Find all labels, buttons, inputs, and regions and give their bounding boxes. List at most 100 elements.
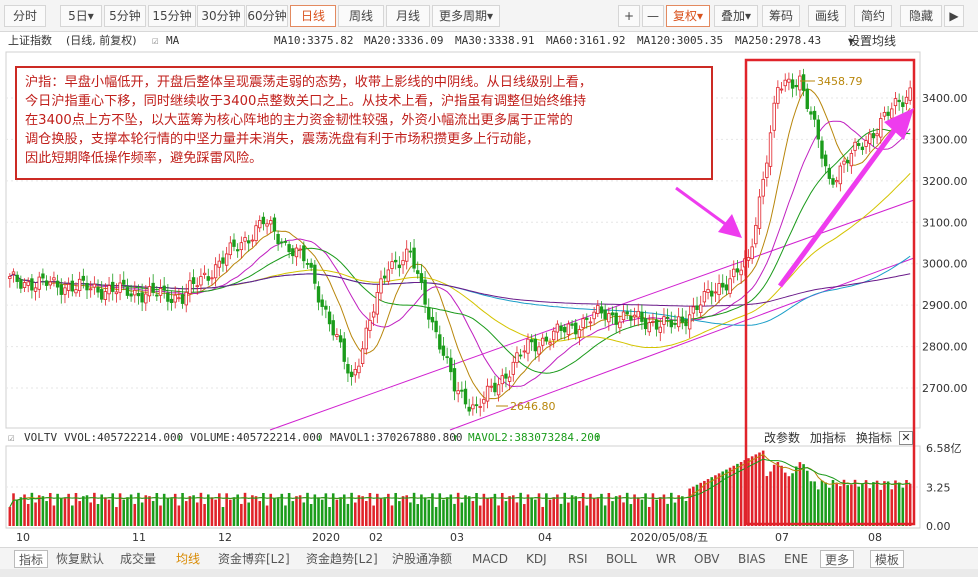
- candle-body: [842, 160, 846, 165]
- volume-bar: [427, 499, 431, 526]
- volume-bar: [662, 494, 666, 526]
- volume-bar: [846, 485, 849, 526]
- candle-body: [687, 314, 692, 330]
- hide-button[interactable]: 隐藏: [900, 5, 942, 27]
- price-axis-label: 2700.00: [922, 382, 968, 395]
- indicator-tab[interactable]: 指标: [14, 550, 49, 568]
- indicator-tab[interactable]: OBV: [694, 552, 720, 566]
- period-tab-monthly[interactable]: 月线: [386, 5, 430, 27]
- volume-bar: [247, 502, 250, 526]
- horizontal-scrollbar[interactable]: [0, 569, 978, 577]
- period-tab-intraday[interactable]: 分时: [4, 5, 46, 27]
- chips-button[interactable]: 筹码: [762, 5, 800, 27]
- indicator-tab[interactable]: 成交量: [120, 552, 157, 566]
- ma-legend-line: 上证指数 (日线, 前复权) ☑ MA MA10:3375.82 MA20:33…: [0, 32, 978, 50]
- trend-arrow-head: [884, 108, 914, 140]
- candle-body: [269, 220, 273, 225]
- candle-body: [401, 260, 405, 266]
- indicator-tab[interactable]: 资金趋势[L2]: [306, 552, 378, 566]
- hide-toggle-icon[interactable]: ▶: [944, 5, 964, 27]
- indicator-tab[interactable]: 沪股通净额: [392, 552, 453, 566]
- period-tab-more[interactable]: 更多周期▾: [432, 5, 500, 27]
- dropdown-icon: ▾: [87, 9, 94, 23]
- close-icon[interactable]: ✕: [899, 431, 913, 445]
- candle-body: [603, 309, 607, 320]
- volume-bar: [541, 506, 544, 526]
- volume-settings-icon[interactable]: ☑: [8, 431, 15, 444]
- ma-settings-dropdown[interactable]: 设置均线 ▾: [848, 34, 897, 48]
- indicator-tab[interactable]: MACD: [472, 552, 508, 566]
- volume-bar: [658, 497, 662, 526]
- candle-body: [228, 242, 233, 256]
- low-price-label: 2646.80: [510, 400, 556, 413]
- candle-body: [890, 108, 894, 119]
- volume-bar: [861, 483, 864, 526]
- candle-body: [335, 334, 339, 337]
- volume-bar: [144, 495, 148, 526]
- period-tab-30min[interactable]: 30分钟: [197, 5, 245, 27]
- zoom-out-button[interactable]: —: [642, 5, 664, 27]
- indicator-tab[interactable]: RSI: [568, 552, 588, 566]
- period-tab-weekly[interactable]: 周线: [338, 5, 384, 27]
- volume-bar: [750, 456, 754, 526]
- volume-bar: [280, 493, 284, 526]
- candle-body: [614, 312, 618, 325]
- indicator-tab[interactable]: BOLL: [606, 552, 637, 566]
- volume-bar: [552, 497, 555, 526]
- candle-body: [122, 279, 126, 285]
- indicator-tab[interactable]: 均线: [176, 552, 201, 566]
- candle-body: [195, 285, 199, 288]
- volume-bar: [883, 481, 886, 526]
- candle-body: [882, 112, 887, 117]
- volume-bar: [482, 493, 486, 526]
- candle-body: [412, 247, 416, 269]
- volume-bar: [331, 493, 335, 526]
- edit-params-button[interactable]: 改参数: [764, 431, 801, 445]
- indicator-tab[interactable]: KDJ: [526, 552, 547, 566]
- volume-bar: [192, 495, 195, 526]
- volume-bar: [897, 482, 901, 526]
- indicator-tab[interactable]: WR: [656, 552, 677, 566]
- indicator-tab[interactable]: 恢复默认: [56, 552, 105, 566]
- add-indicator-button[interactable]: 加指标: [810, 431, 847, 445]
- indicator-tab[interactable]: 更多: [820, 550, 855, 568]
- volume-bar: [820, 480, 824, 526]
- period-tab-5day[interactable]: 5日▾: [60, 5, 102, 27]
- candle-body: [879, 118, 883, 138]
- volume-bar: [383, 498, 386, 526]
- volume-bar: [478, 505, 482, 526]
- volume-bar: [85, 495, 89, 526]
- candle-body: [651, 320, 655, 323]
- ma30-value: MA30:3338.91: [455, 34, 535, 47]
- volume-bar: [78, 501, 81, 526]
- candle-body: [210, 277, 214, 280]
- volume-bar: [313, 494, 317, 526]
- indicator-tab[interactable]: 模板: [870, 550, 905, 568]
- simple-mode-button[interactable]: 简约: [854, 5, 892, 27]
- period-tab-daily[interactable]: 日线: [290, 5, 336, 27]
- zoom-in-button[interactable]: +: [618, 5, 640, 27]
- candle-body: [555, 323, 560, 333]
- indicator-tab[interactable]: 资金博弈[L2]: [218, 552, 290, 566]
- period-tab-15min[interactable]: 15分钟: [148, 5, 196, 27]
- volume-bar: [592, 498, 596, 526]
- candle-body: [658, 326, 662, 333]
- volume-bar: [41, 496, 45, 526]
- overlay-dropdown[interactable]: 叠加▾: [714, 5, 758, 27]
- ma-settings-icon[interactable]: ☑: [152, 34, 159, 47]
- switch-indicator-button[interactable]: 换指标: [856, 431, 893, 445]
- commentary-line: 调仓换股，支撑本轮行情的中坚力量并未消失，震荡洗盘有利于市场积攒更多上行动能，: [25, 132, 540, 147]
- price-adjust-dropdown[interactable]: 复权▾: [666, 5, 710, 27]
- candle-body: [717, 283, 721, 296]
- time-axis-label: 11: [132, 531, 146, 544]
- period-tab-60min[interactable]: 60分钟: [246, 5, 288, 27]
- candle-body: [577, 329, 582, 338]
- period-tab-5min[interactable]: 5分钟: [104, 5, 146, 27]
- indicator-tab[interactable]: BIAS: [738, 552, 766, 566]
- candle-body: [408, 250, 413, 253]
- indicator-tab[interactable]: ENE: [784, 552, 809, 566]
- commentary-line: 在3400点上方不坠，以大蓝筹为核心阵地的主力资金韧性较强，外资小幅流出更多属于…: [25, 113, 573, 128]
- candle-body: [790, 79, 795, 89]
- time-axis-label: 07: [775, 531, 789, 544]
- draw-line-button[interactable]: 画线: [808, 5, 846, 27]
